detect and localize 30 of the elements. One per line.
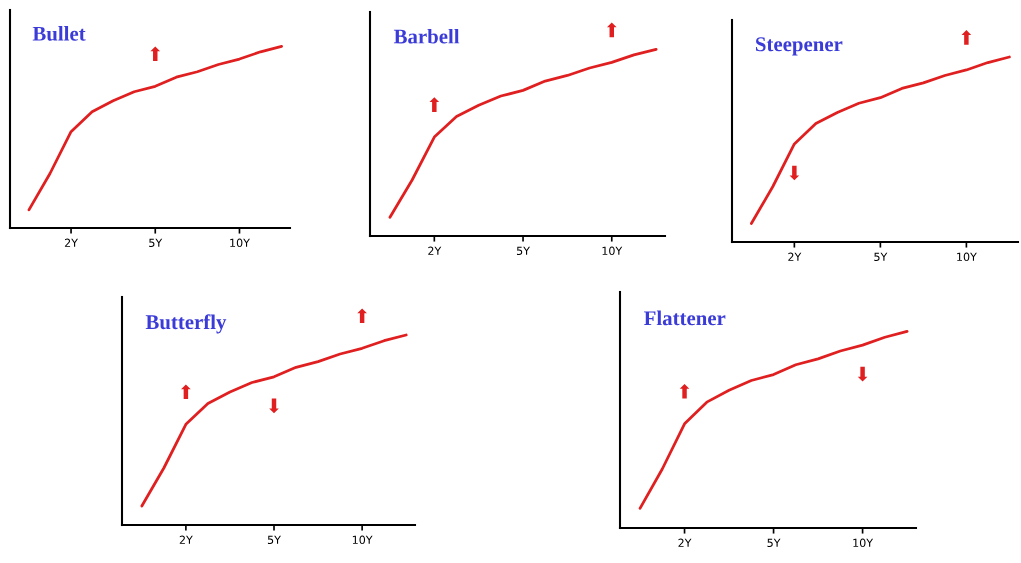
annotation: ⬆ xyxy=(961,30,972,45)
x-tick-label: 10Y xyxy=(352,535,373,545)
x-tick-label: 5Y xyxy=(767,538,781,548)
annotation: ⬆ xyxy=(181,384,191,400)
annotation: ⬆ xyxy=(679,383,690,399)
x-tick-label: 2Y xyxy=(788,252,802,261)
x-tick-label: 2Y xyxy=(678,538,692,547)
x-tick-label: 10Y xyxy=(230,238,250,248)
annotation: ⬇ xyxy=(789,165,800,181)
x-tick-label: 2Y xyxy=(64,238,78,247)
annotation: ⬇ xyxy=(269,398,279,414)
x-tick-label: 5Y xyxy=(874,252,888,262)
x-tick-label: 10Y xyxy=(853,538,874,548)
annotation: ⬆ xyxy=(606,22,617,38)
x-tick-label: 5Y xyxy=(149,238,163,248)
annotation: ⬆ xyxy=(429,97,440,112)
x-tick-label: 10Y xyxy=(957,252,977,262)
chart-title: Barbell xyxy=(393,28,460,44)
chart-title: Butterfly xyxy=(145,314,227,334)
annotation: ⬆ xyxy=(150,46,161,62)
chart-title: Steepener xyxy=(755,37,843,56)
chart-title: Flattener xyxy=(644,310,726,326)
annotation: ⬆ xyxy=(357,308,367,324)
x-tick-label: 2Y xyxy=(179,535,193,544)
x-tick-label: 5Y xyxy=(267,535,281,545)
x-tick-label: 2Y xyxy=(428,246,442,255)
x-tick-label: 10Y xyxy=(602,246,623,256)
x-tick-label: 5Y xyxy=(516,246,530,256)
annotation: ⬇ xyxy=(857,366,868,382)
chart-title: Bullet xyxy=(32,26,86,41)
